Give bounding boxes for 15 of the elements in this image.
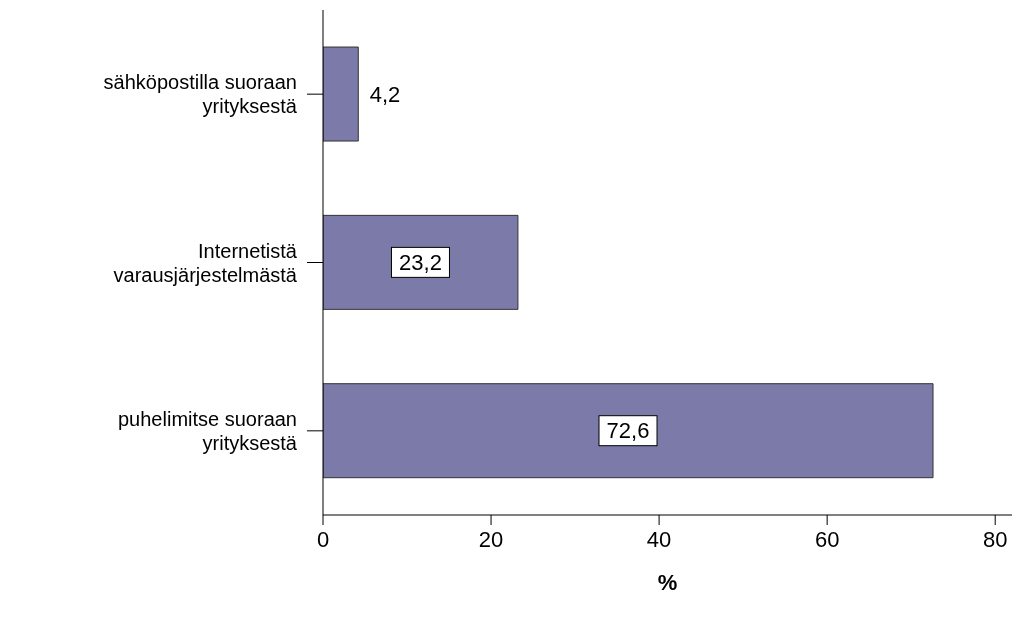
x-tick-label: 0	[316, 526, 330, 552]
data-label: 23,2	[399, 249, 442, 275]
x-axis-title: %	[656, 570, 679, 596]
x-tick-label: 80	[982, 526, 1008, 552]
y-tick-label: sähköpostilla suoraan yrityksestä	[103, 71, 298, 118]
x-tick-label: 60	[814, 526, 840, 552]
x-tick-label: 40	[646, 526, 672, 552]
data-label: 72,6	[606, 418, 650, 444]
x-tick-label: 20	[478, 526, 504, 552]
bar	[323, 46, 359, 142]
data-label: 4,2	[369, 81, 401, 107]
y-tick-label: puhelimitse suoraan yrityksestä	[118, 407, 298, 454]
bar	[323, 214, 519, 310]
y-tick-label: Internetistä varausjärjestelmästä	[113, 239, 298, 286]
bar	[323, 383, 934, 479]
